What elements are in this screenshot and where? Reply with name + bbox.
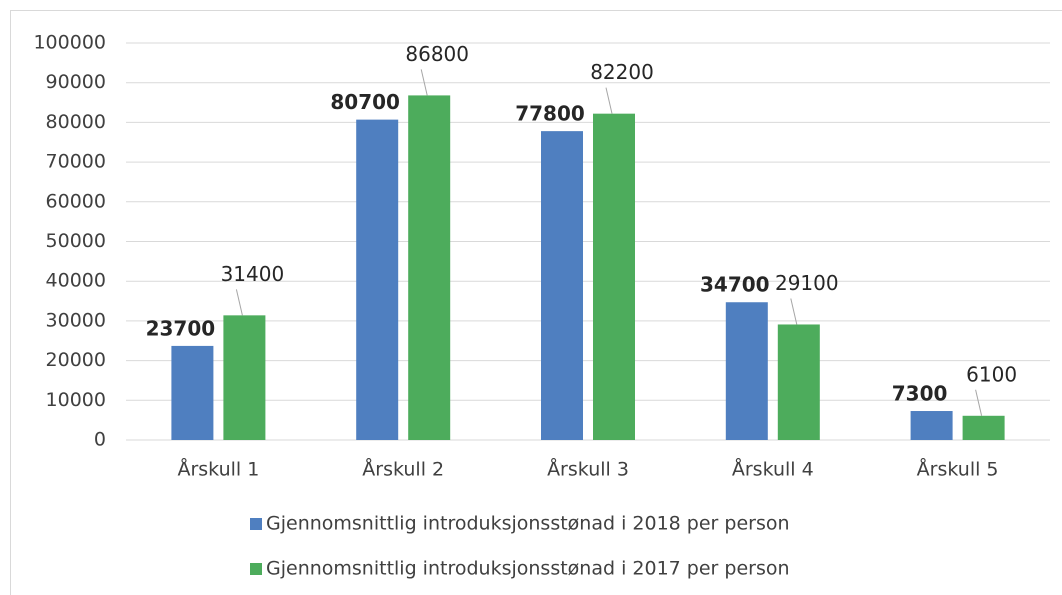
x-tick-label: Årskull 4	[732, 458, 814, 481]
data-label: 77800	[515, 102, 585, 126]
bar	[593, 113, 635, 440]
legend-label: Gjennomsnittlig introduksjonsstønad i 20…	[266, 558, 790, 580]
data-label: 23700	[146, 316, 216, 340]
leader-line	[420, 69, 428, 96]
y-tick-label: 100000	[33, 32, 106, 54]
x-tick-label: Årskull 3	[547, 458, 629, 481]
leader-line	[975, 389, 983, 416]
legend-swatch	[250, 563, 262, 575]
y-tick-label: 20000	[46, 349, 106, 371]
bar	[962, 415, 1005, 440]
bar	[223, 315, 266, 440]
y-tick-label: 30000	[46, 309, 106, 331]
data-label: 86800	[405, 42, 469, 66]
data-label: 31400	[221, 262, 285, 286]
x-tick-label: Årskull 1	[177, 458, 259, 481]
data-label: 6100	[966, 362, 1017, 386]
bar	[725, 302, 768, 440]
x-tick-label: Årskull 5	[917, 458, 999, 481]
chart-frame	[10, 10, 1062, 595]
y-tick-label: 50000	[46, 230, 106, 252]
y-tick-label: 90000	[46, 71, 106, 93]
y-tick-label: 10000	[46, 389, 106, 411]
bar	[541, 131, 583, 440]
data-label: 80700	[330, 90, 400, 114]
data-label: 82200	[590, 60, 654, 84]
y-tick-label: 70000	[46, 151, 106, 173]
leader-line	[790, 298, 798, 325]
bar	[777, 324, 820, 440]
bar	[356, 119, 399, 440]
leader-line	[235, 289, 243, 316]
y-tick-label: 40000	[46, 270, 106, 292]
y-tick-label: 60000	[46, 190, 106, 212]
y-tick-label: 0	[94, 429, 106, 451]
data-label: 29100	[775, 271, 839, 295]
legend-label: Gjennomsnittlig introduksjonsstønad i 20…	[266, 513, 790, 535]
data-label: 34700	[700, 273, 770, 297]
bar	[910, 411, 953, 440]
leader-line	[605, 87, 613, 114]
bar	[171, 345, 214, 440]
y-tick-label: 80000	[46, 111, 106, 133]
legend-swatch	[250, 518, 262, 530]
data-label: 7300	[892, 382, 948, 406]
x-tick-label: Årskull 2	[362, 458, 444, 481]
bar	[408, 95, 451, 441]
